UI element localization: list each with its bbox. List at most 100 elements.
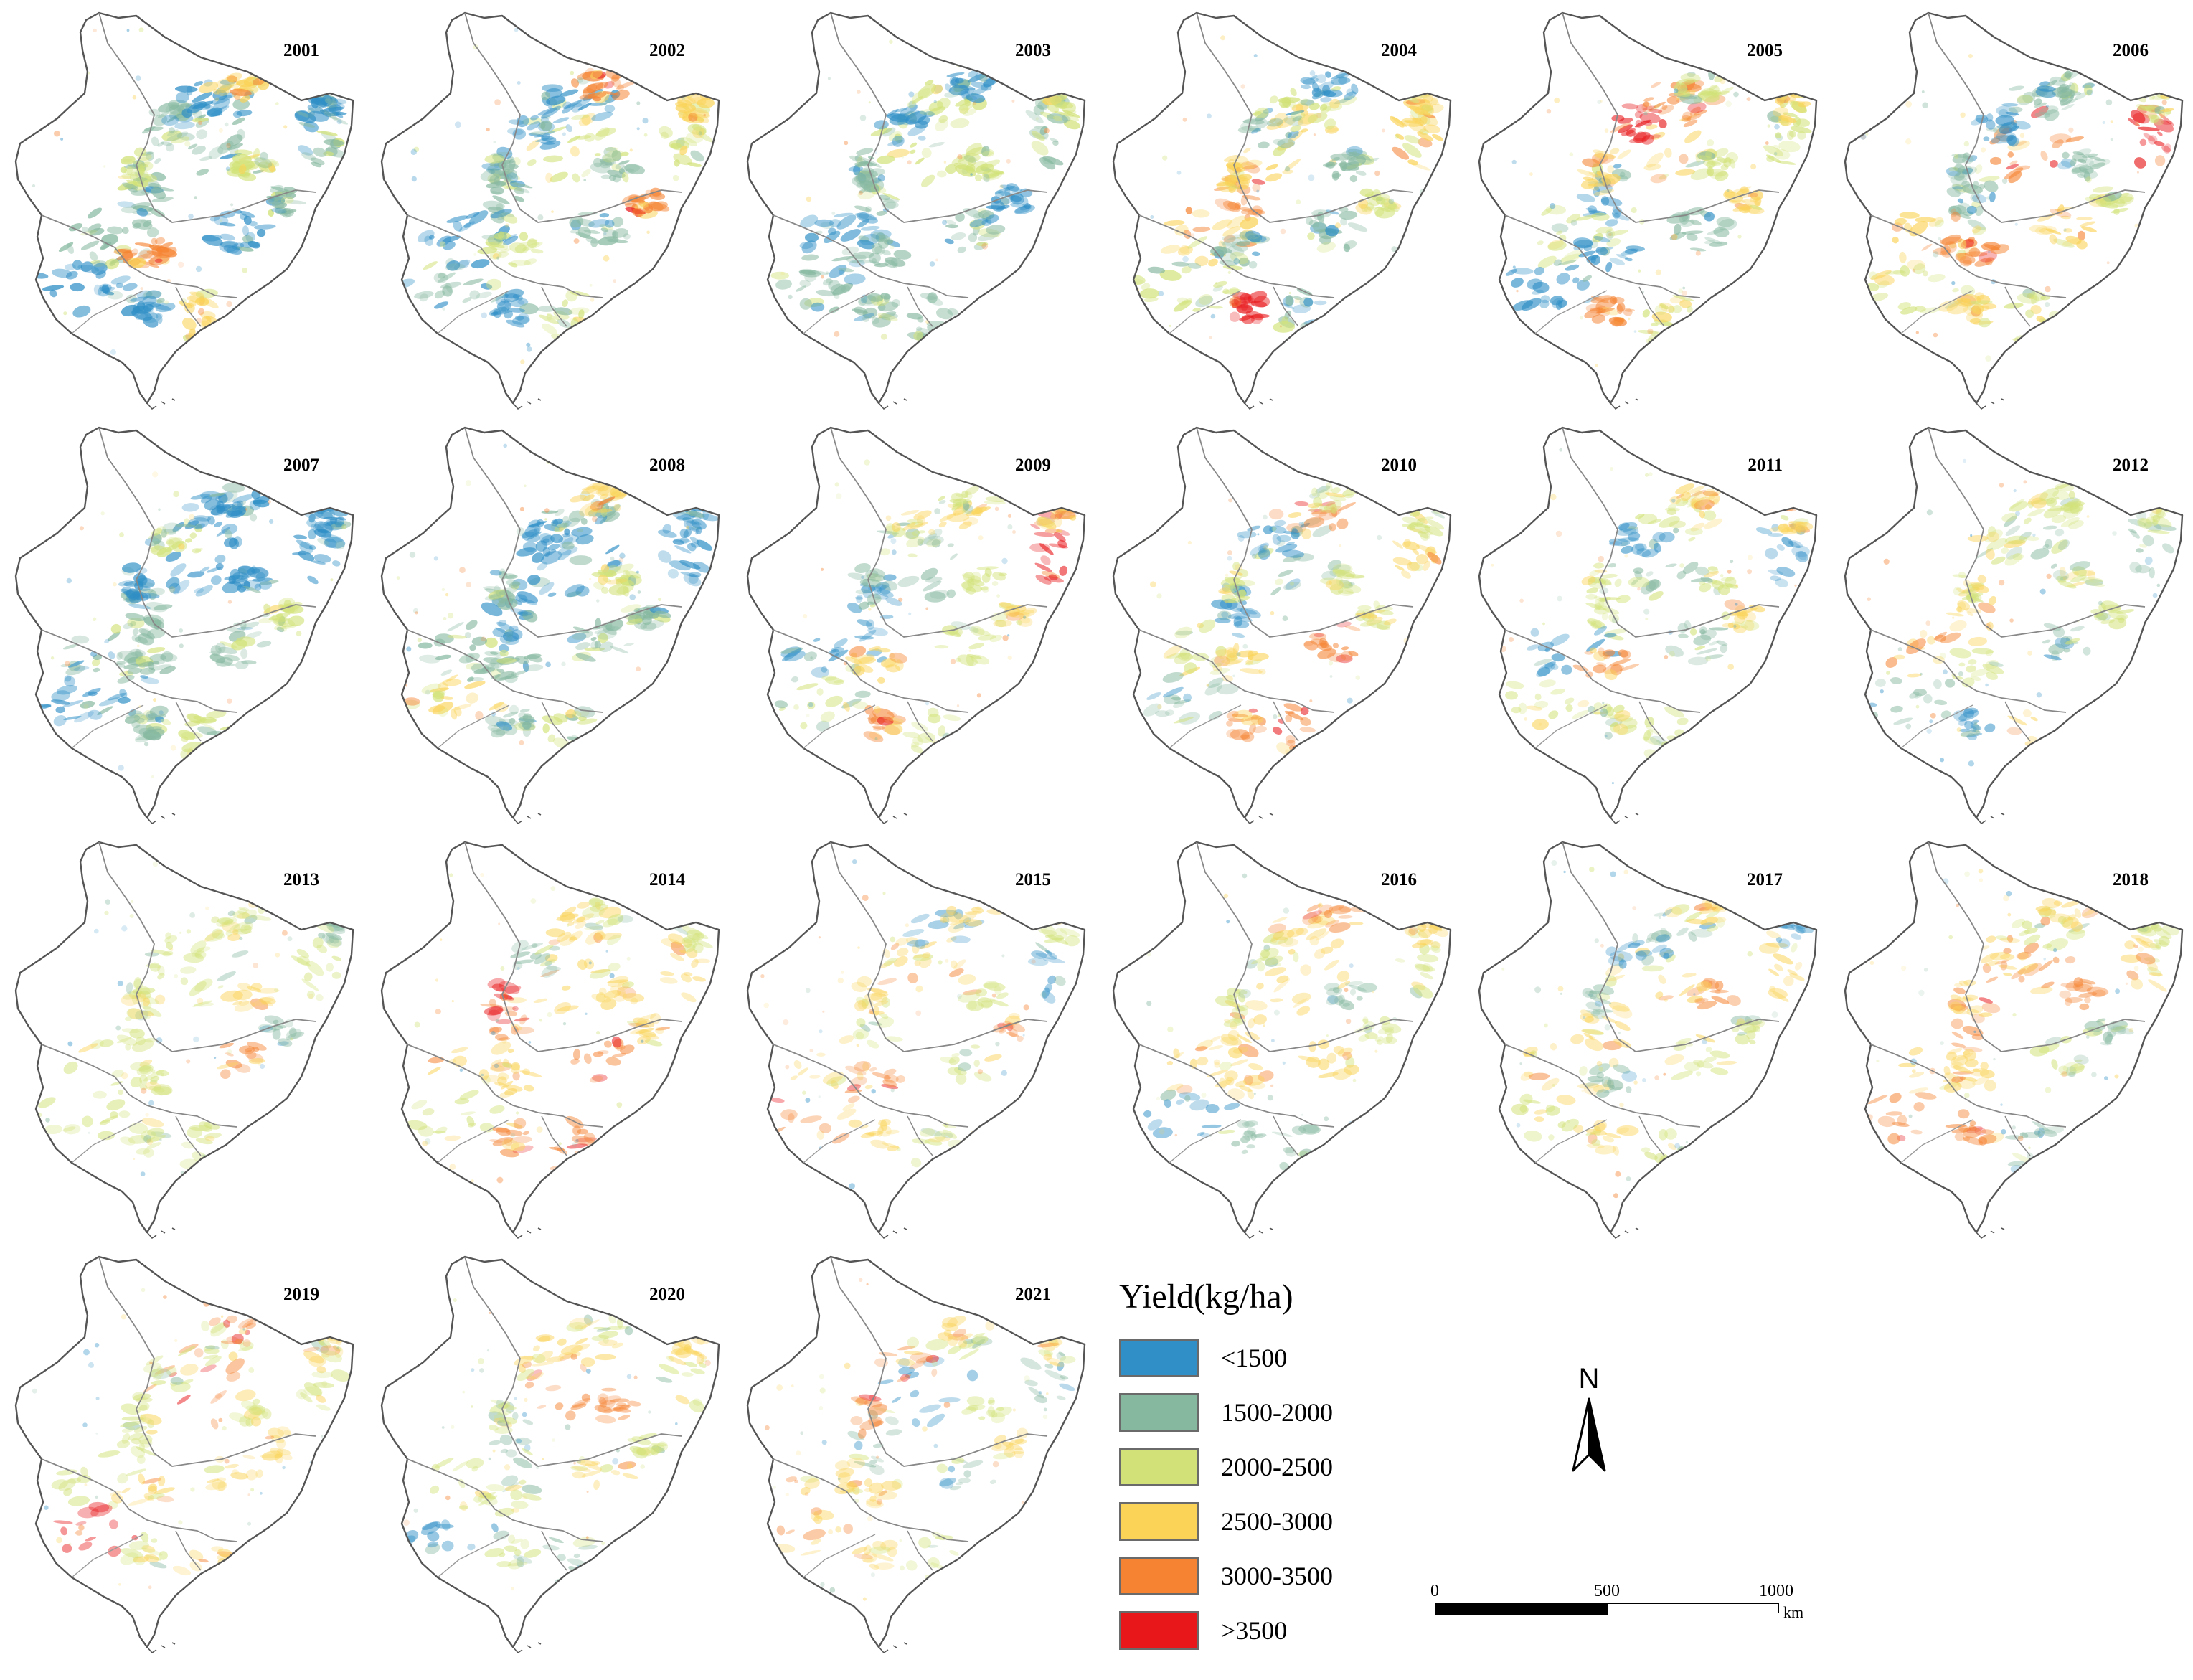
yield-patch <box>537 306 557 312</box>
yield-patch <box>1635 543 1647 552</box>
yield-patch <box>1989 192 1996 203</box>
yield-patch <box>446 260 461 271</box>
yield-patch <box>1332 172 1341 179</box>
yield-speck <box>1671 233 1678 240</box>
yield-patch <box>509 608 529 615</box>
yield-patch <box>510 181 533 189</box>
yield-patch <box>600 158 617 166</box>
yield-patch <box>1602 649 1616 657</box>
yield-patch <box>159 666 176 675</box>
yield-patch <box>608 963 621 972</box>
yield-patch <box>268 162 275 173</box>
yield-patch <box>2001 103 2019 107</box>
yield-patch <box>2072 151 2085 156</box>
yield-patch <box>490 209 512 219</box>
yield-patch <box>117 249 133 253</box>
yield-patch <box>829 306 839 313</box>
yield-patch <box>490 168 509 180</box>
yield-patch <box>2050 496 2060 501</box>
yield-patch <box>2154 105 2165 115</box>
yield-patch <box>590 162 611 174</box>
yield-patch <box>463 278 484 285</box>
yield-patch <box>1707 161 1722 166</box>
yield-patch <box>1526 705 1543 711</box>
yield-patch <box>1326 209 1339 215</box>
yield-patch <box>1791 545 1810 557</box>
yield-patch <box>1411 522 1430 529</box>
yield-patch <box>2068 82 2075 91</box>
yield-patch <box>606 578 628 585</box>
yield-patch <box>65 665 85 676</box>
yield-patch <box>1248 127 1262 132</box>
yield-patch <box>132 248 138 255</box>
yield-speck <box>1940 758 1945 763</box>
yield-patch <box>143 316 159 328</box>
yield-patch <box>1564 697 1575 704</box>
yield-patch <box>1245 230 1263 242</box>
yield-patch <box>1308 103 1320 110</box>
yield-patch <box>1689 106 1701 115</box>
yield-patch <box>605 219 615 228</box>
yield-patch <box>1696 648 1717 655</box>
yield-patch <box>2148 135 2158 145</box>
yield-speck <box>1712 471 1719 478</box>
yield-patch <box>957 246 966 253</box>
yield-patch <box>686 948 698 958</box>
yield-patch <box>2057 539 2070 551</box>
yield-patch <box>1792 518 1809 528</box>
yield-speck <box>806 713 810 718</box>
yield-speck <box>2136 171 2139 174</box>
yield-patch <box>204 930 222 942</box>
yield-patch <box>286 1032 305 1040</box>
yield-patch <box>150 1075 160 1082</box>
yield-patch <box>1198 619 1216 633</box>
yield-patch <box>1311 509 1334 514</box>
yield-speck <box>1569 778 1574 783</box>
yield-patch <box>1986 127 1998 132</box>
yield-patch <box>537 107 558 116</box>
yield-patch <box>774 700 788 709</box>
yield-patch <box>458 221 476 232</box>
yield-patch <box>955 212 965 222</box>
yield-patch <box>883 717 904 722</box>
yield-patch <box>157 965 165 976</box>
yield-patch <box>494 671 515 681</box>
yield-patch <box>1240 207 1253 212</box>
yield-patch <box>1006 610 1030 618</box>
yield-patch <box>601 154 613 164</box>
yield-speck <box>618 557 624 562</box>
yield-patch <box>1016 620 1022 626</box>
yield-patch <box>1732 623 1741 630</box>
yield-patch <box>1641 102 1652 113</box>
yield-patch <box>1300 707 1309 716</box>
yield-patch <box>494 176 501 187</box>
yield-patch <box>527 575 541 585</box>
yield-speck <box>1308 174 1315 181</box>
yield-patch <box>1996 105 2018 118</box>
yield-patch <box>1946 187 1961 198</box>
yield-patch <box>1324 506 1332 511</box>
yield-speck <box>1158 291 1164 297</box>
yield-speck <box>579 333 583 337</box>
yield-speck <box>305 1113 308 1116</box>
yield-speck <box>1794 584 1797 587</box>
yield-patch <box>227 143 243 151</box>
yield-patch <box>895 108 907 113</box>
yield-speck <box>1420 279 1425 285</box>
yield-patch <box>682 938 697 949</box>
yield-patch <box>981 585 990 593</box>
yield-patch <box>801 254 819 261</box>
yield-patch <box>1332 643 1339 648</box>
yield-patch <box>1240 217 1259 230</box>
yield-speck <box>1227 270 1231 274</box>
yield-speck <box>591 516 598 522</box>
yield-patch <box>1314 633 1324 638</box>
yield-patch <box>129 1028 145 1039</box>
yield-speck <box>136 644 140 648</box>
yield-patch <box>430 687 450 692</box>
yield-patch <box>838 268 854 273</box>
yield-patch <box>64 676 76 687</box>
yield-patch <box>2037 85 2056 92</box>
yield-speck <box>242 267 248 273</box>
yield-patch <box>436 235 452 247</box>
